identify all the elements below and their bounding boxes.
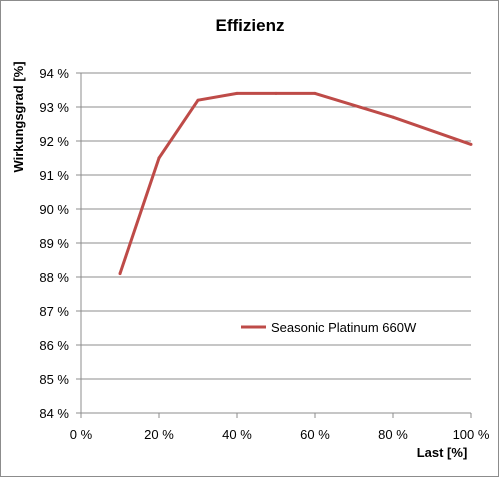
y-tick-label: 87 % <box>39 304 69 319</box>
y-tick-label: 93 % <box>39 100 69 115</box>
x-tick-label: 0 % <box>70 427 93 442</box>
x-tick-labels: 0 % 20 % 40 % 60 % 80 % 100 % <box>70 427 490 442</box>
data-point <box>196 98 200 102</box>
data-point <box>469 142 473 146</box>
y-tick-label: 90 % <box>39 202 69 217</box>
data-point <box>235 91 239 95</box>
x-tick-label: 60 % <box>300 427 330 442</box>
x-axis-title: Last [%] <box>417 445 468 460</box>
y-tick-label: 84 % <box>39 406 69 421</box>
x-tick-label: 100 % <box>453 427 490 442</box>
data-point <box>118 272 122 276</box>
y-tick-labels: 84 % 85 % 86 % 87 % 88 % 89 % 90 % 91 % 92 % 93 %… <box>39 66 69 421</box>
y-tick-label: 94 % <box>39 66 69 81</box>
data-point <box>313 91 317 95</box>
series-line <box>118 91 472 275</box>
y-tick-label: 85 % <box>39 372 69 387</box>
y-tick-label: 91 % <box>39 168 69 183</box>
legend-label: Seasonic Platinum 660W <box>271 320 417 335</box>
x-tick-label: 40 % <box>222 427 252 442</box>
data-point <box>274 91 278 95</box>
axes <box>80 73 471 414</box>
y-tick-label: 86 % <box>39 338 69 353</box>
grid-lines <box>76 72 472 418</box>
legend: Seasonic Platinum 660W <box>241 320 417 335</box>
y-tick-label: 88 % <box>39 270 69 285</box>
data-point <box>157 156 161 160</box>
y-tick-label: 89 % <box>39 236 69 251</box>
x-tick-label: 20 % <box>144 427 174 442</box>
data-point <box>391 115 395 119</box>
y-tick-label: 92 % <box>39 134 69 149</box>
x-tick-label: 80 % <box>378 427 408 442</box>
y-axis-title: Wirkungsgrad [%] <box>11 61 26 172</box>
chart-title: Effizienz <box>216 16 285 35</box>
series-layer <box>118 91 473 276</box>
